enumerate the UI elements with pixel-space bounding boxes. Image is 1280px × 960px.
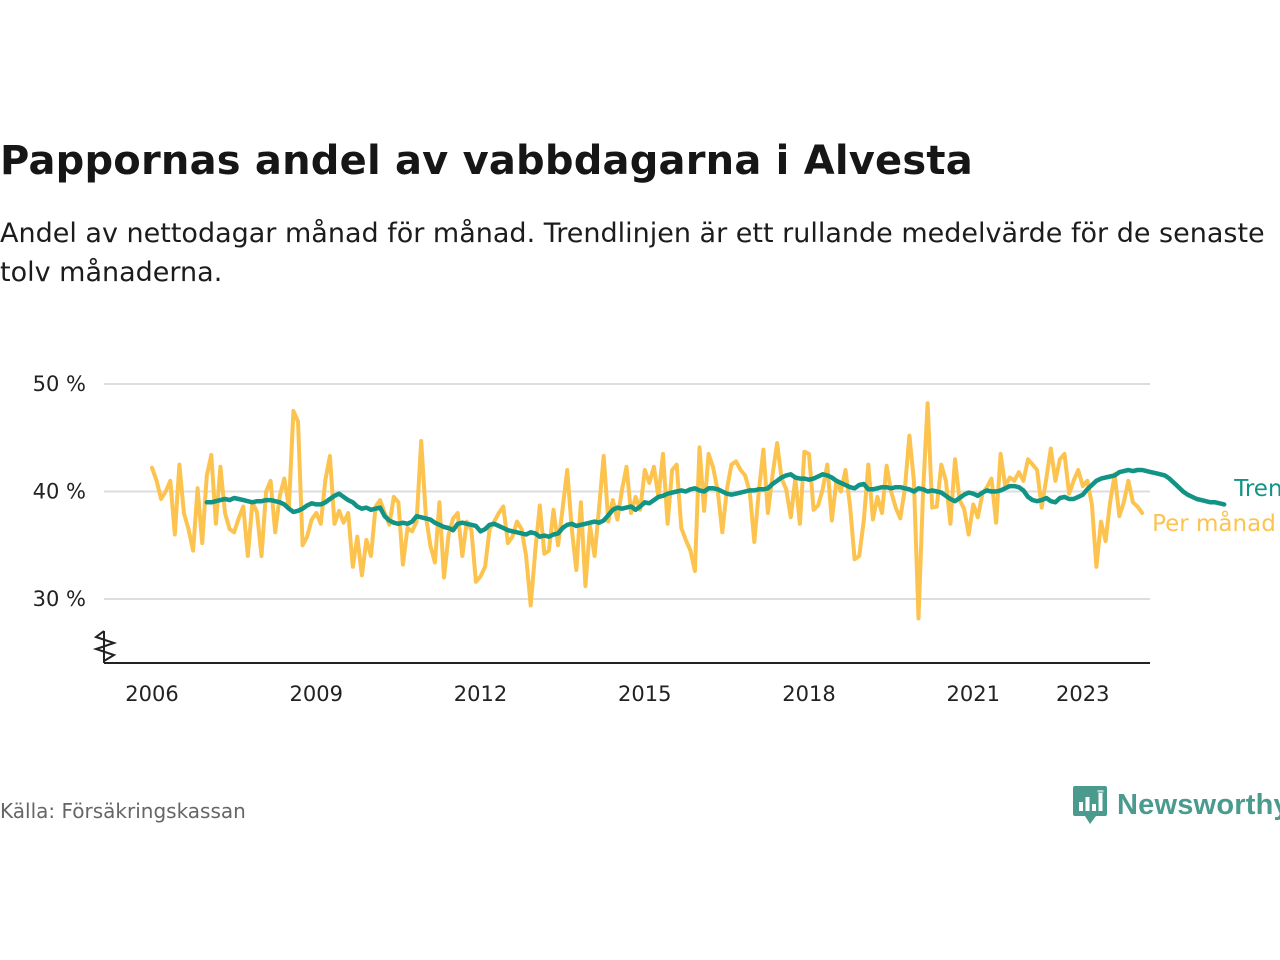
chart-subtitle: Andel av nettodagar månad för månad. Tre…: [0, 218, 1265, 288]
x-tick-label: 2015: [618, 682, 671, 706]
x-tick-label: 2009: [290, 682, 343, 706]
y-axis-break-icon: [92, 630, 118, 662]
trend-line: [204, 467, 1227, 539]
series-labels: Trend Per månad: [1152, 476, 1280, 537]
trend-label: Trend: [1233, 476, 1280, 502]
x-tick-label: 2021: [947, 682, 1000, 706]
line-chart: 30 % 40 % 50 % 2006 2009 2012 2015 2018 2021 202…: [33, 372, 1280, 706]
x-tick-label: 2012: [454, 682, 507, 706]
newsworthy-logo-icon: [1073, 786, 1107, 824]
y-tick-label: 30 %: [33, 587, 86, 611]
x-tick-label: 2006: [125, 682, 178, 706]
monthly-line: [150, 401, 1145, 621]
x-tick-label: 2023: [1056, 682, 1109, 706]
brand-name: Newsworthy: [1117, 788, 1280, 821]
series-lines: [150, 401, 1227, 621]
brand-logo: Newsworthy: [1072, 784, 1280, 826]
y-axis-ticks: 30 % 40 % 50 %: [33, 372, 86, 611]
y-tick-label: 50 %: [33, 372, 86, 396]
axes: [92, 630, 1150, 664]
x-tick-label: 2018: [782, 682, 835, 706]
y-tick-label: 40 %: [33, 480, 86, 504]
x-axis-ticks: 2006 2009 2012 2015 2018 2021 2023: [125, 682, 1109, 706]
monthly-label: Per månad: [1152, 509, 1276, 537]
source-note: Källa: Försäkringskassan: [0, 799, 246, 823]
chart-title: Pappornas andel av vabbdagarna i Alvesta: [0, 138, 973, 184]
